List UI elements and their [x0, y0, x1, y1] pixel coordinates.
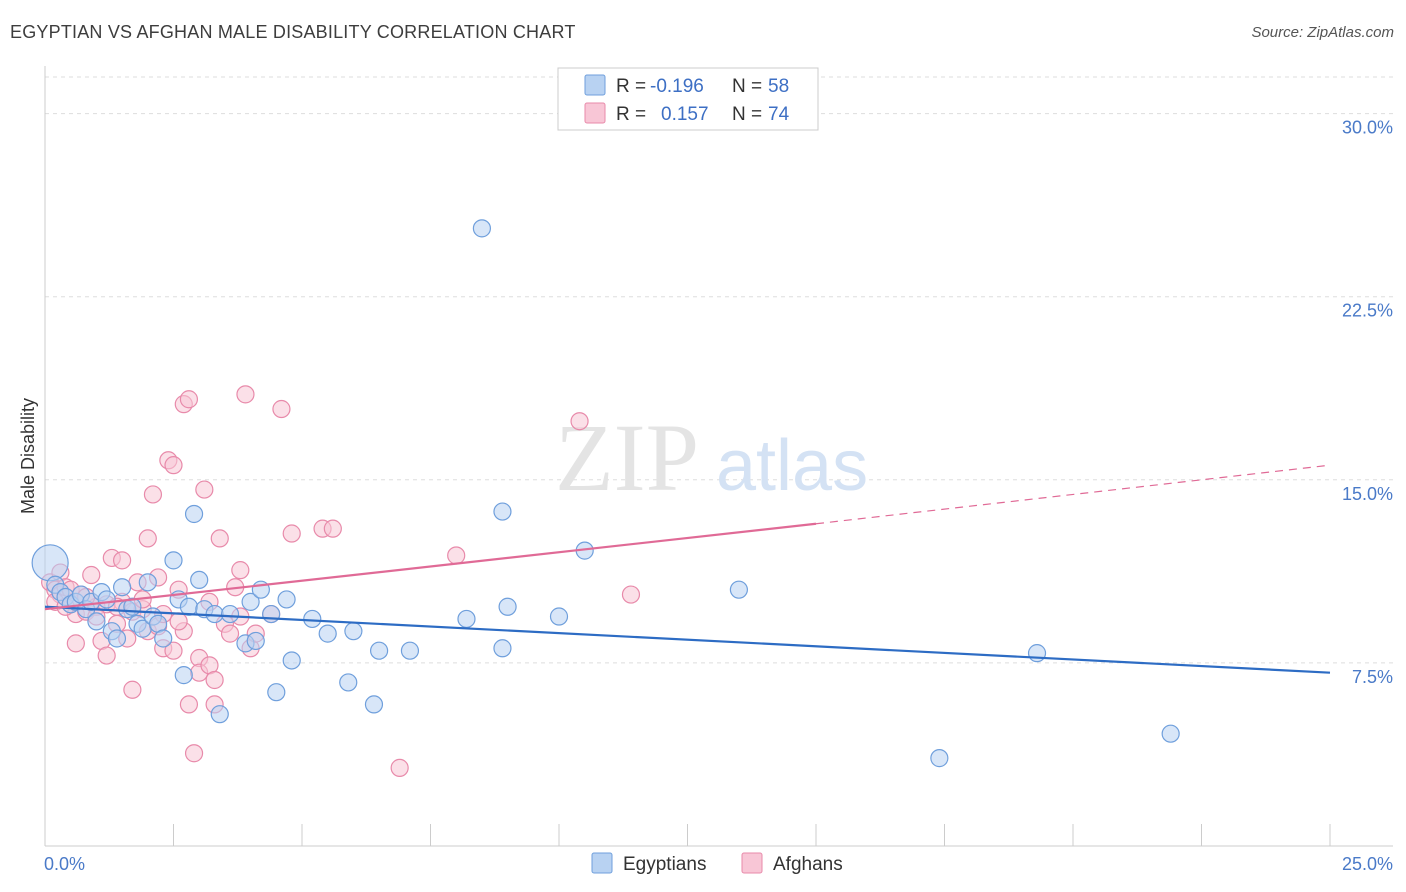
egyptian-point-38 [267, 683, 286, 702]
afghan-point-15 [97, 646, 116, 665]
afghan-point-8 [66, 634, 85, 653]
egyptian-point-25 [174, 666, 193, 685]
afghan-point-56 [272, 399, 291, 419]
egyptian-point-47 [400, 641, 420, 660]
egyptian-point-39 [277, 590, 296, 609]
afghan-point-62 [570, 412, 589, 431]
egyptian-point-56 [930, 749, 949, 768]
bottom-legend-egyptians: Egyptians [623, 854, 706, 875]
egyptian-point-57 [1027, 644, 1047, 663]
trend-lines [44, 464, 1331, 674]
egyptian-point-41 [303, 609, 322, 629]
legend-n-label-egyptians: N = [732, 76, 762, 97]
afghan-point-63 [621, 585, 641, 604]
afghan-point-39 [179, 390, 199, 409]
afghan-point-34 [164, 456, 183, 475]
afghan-trend-line [44, 522, 817, 611]
afghan-point-40 [184, 744, 204, 763]
afghan-point-33 [164, 641, 183, 660]
egyptian-point-19 [138, 573, 157, 592]
egyptian-point-43 [339, 673, 358, 692]
egyptian-point-48 [457, 609, 476, 629]
afghan-point-28 [143, 485, 163, 504]
egyptian-point-13 [107, 629, 127, 648]
y-tick-label-0: 7.5% [1352, 667, 1393, 687]
egyptian-point-52 [498, 597, 517, 616]
afghan-point-49 [220, 624, 240, 643]
egyptian-point-37 [262, 604, 281, 624]
correlation-legend: R = -0.196 N = 58 R = 0.157 N = 74 [557, 67, 819, 131]
x-tick-label-min: 0.0% [44, 854, 85, 874]
watermark: ZIP atlas [555, 404, 868, 511]
afghan-point-47 [210, 529, 229, 548]
bottom-legend-swatch-egyptians [591, 852, 613, 874]
legend-r-label-afghans: R = [616, 104, 646, 125]
egyptian-point-35 [246, 631, 265, 651]
afghan-point-59 [323, 519, 342, 538]
egyptian-point-46 [370, 641, 389, 660]
egyptian-point-53 [549, 607, 569, 626]
egyptian-point-58 [1161, 724, 1180, 743]
axes [44, 66, 1393, 847]
egyptian-point-27 [184, 504, 204, 524]
egyptian-point-31 [210, 705, 229, 724]
egyptian-point-55 [729, 580, 749, 599]
legend-n-afghans: 74 [768, 104, 790, 125]
bottom-legend-afghans: Afghans [773, 854, 843, 875]
egyptian-point-34 [241, 592, 260, 611]
egyptian-point-28 [190, 570, 209, 590]
egyptian-point-40 [282, 651, 301, 670]
y-tick-label-3: 30.0% [1342, 118, 1393, 138]
x-tick-label-max: 25.0% [1342, 854, 1393, 874]
afghan-point-51 [231, 561, 250, 580]
egyptian-point-45 [364, 695, 384, 714]
legend-r-afghans: 0.157 [661, 104, 709, 125]
legend-r-egyptians: -0.196 [650, 76, 704, 97]
y-tick-label-1: 15.0% [1342, 484, 1393, 504]
chart-source: Source: ZipAtlas.com [1251, 24, 1394, 41]
egyptian-point-0 [31, 544, 69, 582]
egyptian-point-50 [493, 502, 512, 521]
legend-swatch-afghans [584, 102, 606, 124]
afghan-trend-extension [815, 464, 1331, 525]
legend-n-label-afghans: N = [732, 104, 762, 125]
afghan-point-26 [138, 529, 157, 548]
egyptian-point-11 [97, 590, 116, 609]
afghan-point-12 [82, 565, 101, 585]
bottom-legend-swatch-afghans [741, 852, 763, 874]
egyptian-point-49 [472, 219, 491, 238]
y-tick-label-2: 22.5% [1342, 301, 1393, 321]
legend-n-egyptians: 58 [768, 76, 789, 97]
egyptian-point-26 [179, 597, 199, 616]
watermark-atlas: atlas [716, 426, 868, 506]
y-tick-labels: 7.5% 15.0% 22.5% 30.0% [1342, 118, 1393, 687]
legend-r-label-egyptians: R = [616, 76, 646, 97]
afghan-point-38 [179, 695, 199, 714]
egyptian-trend-line [44, 605, 1331, 674]
egyptian-point-44 [344, 622, 363, 641]
afghan-point-57 [282, 524, 301, 543]
afghan-point-61 [447, 546, 466, 565]
afghan-point-71 [169, 612, 188, 631]
egyptian-point-14 [112, 578, 132, 597]
chart-title: EGYPTIAN VS AFGHAN MALE DISABILITY CORRE… [10, 22, 576, 42]
y-axis-label: Male Disability [18, 398, 38, 514]
egyptian-point-23 [164, 551, 183, 570]
egyptian-point-9 [87, 612, 106, 631]
egyptian-point-51 [493, 639, 512, 658]
egyptian-point-32 [220, 604, 240, 624]
afghan-points [41, 385, 641, 777]
afghan-point-46 [205, 670, 224, 690]
series-legend: Egyptians Afghans [591, 852, 843, 875]
afghan-point-22 [123, 680, 142, 699]
egyptian-point-22 [154, 629, 173, 648]
afghan-point-20 [112, 551, 132, 570]
afghan-point-43 [195, 480, 214, 499]
afghan-point-60 [390, 758, 409, 777]
afghan-point-52 [236, 385, 255, 404]
legend-swatch-egyptians [584, 74, 606, 96]
egyptian-point-42 [318, 624, 337, 643]
